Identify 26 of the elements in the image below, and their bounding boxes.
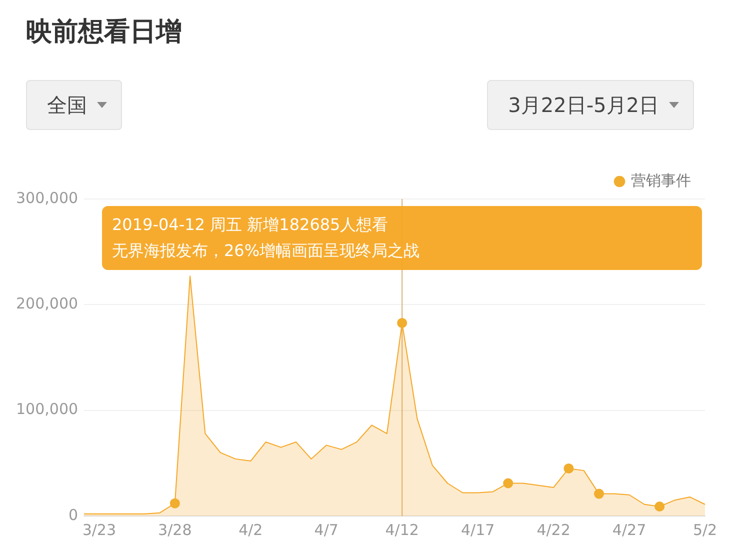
point: [594, 488, 604, 499]
x-tick-label: 3/28: [158, 520, 192, 539]
y-tick-label: 100,000: [16, 400, 78, 418]
dropdown-field: 全国: [26, 80, 122, 130]
annotation: 2019-04-12 周五 新增182685人想看: [112, 214, 390, 236]
annotation: 无界海报发布，26%增幅画面呈现终局之战: [112, 240, 421, 262]
point: [170, 498, 180, 508]
x-tick-label: 3/23: [82, 520, 116, 539]
x-tick-label: 4/2: [238, 520, 263, 539]
dropdown-field: 3月22日-5月2日: [487, 80, 694, 130]
x-tick-label: 4/7: [314, 520, 338, 539]
y-tick-label: 0: [68, 506, 78, 524]
x-tick-label: 5/2: [692, 520, 718, 539]
x-tick-label: 4/17: [460, 520, 495, 539]
y-tick-label: 300,000: [16, 188, 78, 207]
tooltip-box: 2019-04-12 周五 新增182685人想看 无界海报发布，26%增幅画面呈现终局之战: [102, 206, 702, 270]
x-tick-label: 4/12: [385, 520, 419, 539]
point: [654, 501, 665, 512]
point: [397, 318, 408, 328]
legend-label: 营销事件: [631, 171, 691, 190]
y-tick-label: 200,000: [16, 294, 78, 313]
x-tick-label: 4/22: [536, 520, 570, 539]
point: [564, 463, 574, 474]
x-tick-label: 4/27: [612, 520, 646, 539]
point: [503, 478, 514, 488]
chart-title: 映前想看日增: [26, 16, 182, 49]
